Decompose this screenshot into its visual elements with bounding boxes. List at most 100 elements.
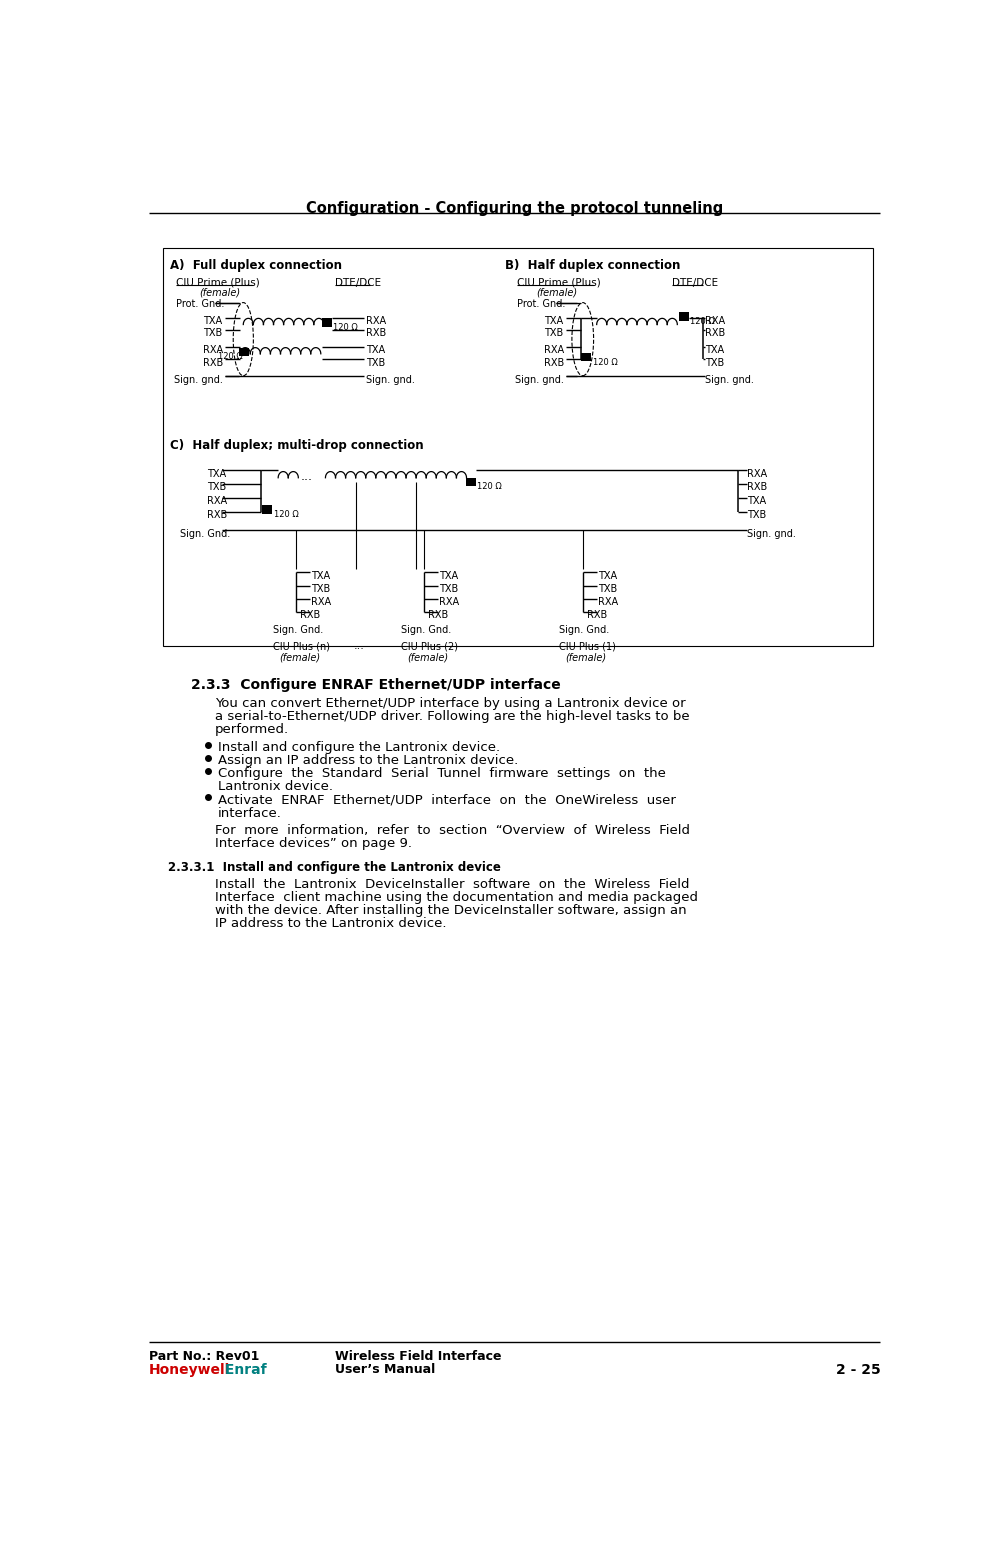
Bar <box>262 506 272 514</box>
Text: RXB: RXB <box>704 329 725 338</box>
Text: RXA: RXA <box>439 597 459 606</box>
Text: TXA: TXA <box>704 346 723 355</box>
Text: Prot. Gnd.: Prot. Gnd. <box>176 299 224 309</box>
Text: Part No.: Rev01: Part No.: Rev01 <box>148 1350 259 1362</box>
Text: RXA: RXA <box>746 469 766 478</box>
Text: Sign. Gnd.: Sign. Gnd. <box>180 529 230 539</box>
Text: Interface devices” on page 9.: Interface devices” on page 9. <box>215 838 411 850</box>
Text: TXA: TXA <box>311 571 330 580</box>
Text: Install and configure the Lantronix device.: Install and configure the Lantronix devi… <box>218 741 499 755</box>
Text: DTE/DCE: DTE/DCE <box>671 278 717 287</box>
Text: RXB: RXB <box>427 609 447 620</box>
Text: (female): (female) <box>536 287 577 298</box>
Text: (female): (female) <box>406 653 447 662</box>
Text: TXA: TXA <box>207 469 226 478</box>
Text: 120 Ω: 120 Ω <box>476 483 500 491</box>
Text: 120 Ω: 120 Ω <box>273 511 298 518</box>
Text: TXB: TXB <box>704 358 724 367</box>
Text: You can convert Ethernet/UDP interface by using a Lantronix device or: You can convert Ethernet/UDP interface b… <box>215 697 685 710</box>
Text: RXA: RXA <box>207 497 227 506</box>
Text: DTE/DCE: DTE/DCE <box>334 278 380 287</box>
Bar <box>322 318 332 327</box>
Text: Honeywell: Honeywell <box>148 1364 230 1378</box>
Text: RXB: RXB <box>365 329 385 338</box>
Bar <box>162 248 873 645</box>
Text: 2 - 25: 2 - 25 <box>834 1364 880 1378</box>
Text: Sign. Gnd.: Sign. Gnd. <box>559 625 609 634</box>
Text: 2.3.3.1  Install and configure the Lantronix device: 2.3.3.1 Install and configure the Lantro… <box>168 861 500 875</box>
Text: interface.: interface. <box>218 807 281 819</box>
Text: CIU Plus (n): CIU Plus (n) <box>273 642 329 651</box>
Text: TXA: TXA <box>203 316 222 326</box>
Text: Sign. gnd.: Sign. gnd. <box>365 375 414 384</box>
Text: RXB: RXB <box>586 609 606 620</box>
Text: 120 Ω: 120 Ω <box>689 316 714 326</box>
Text: RXA: RXA <box>598 597 618 606</box>
Text: Prot. Gnd.: Prot. Gnd. <box>517 299 565 309</box>
Text: TXB: TXB <box>203 329 222 338</box>
Text: Wireless Field Interface: Wireless Field Interface <box>334 1350 500 1362</box>
Text: Interface  client machine using the documentation and media packaged: Interface client machine using the docum… <box>215 892 697 904</box>
Text: Sign. Gnd.: Sign. Gnd. <box>400 625 450 634</box>
Text: RXA: RXA <box>544 346 564 355</box>
Text: Activate  ENRAF  Ethernet/UDP  interface  on  the  OneWireless  user: Activate ENRAF Ethernet/UDP interface on… <box>218 793 675 807</box>
Text: TXA: TXA <box>544 316 563 326</box>
Text: User’s Manual: User’s Manual <box>334 1364 434 1376</box>
Text: TXA: TXA <box>598 571 617 580</box>
Text: Configure  the  Standard  Serial  Tunnel  firmware  settings  on  the: Configure the Standard Serial Tunnel fir… <box>218 767 665 781</box>
Text: RXA: RXA <box>365 316 385 326</box>
Text: Assign an IP address to the Lantronix device.: Assign an IP address to the Lantronix de… <box>218 755 518 767</box>
Text: 120 Ω: 120 Ω <box>333 322 358 332</box>
Text: (female): (female) <box>565 653 606 662</box>
Text: CIU Plus (2): CIU Plus (2) <box>400 642 457 651</box>
Text: TXA: TXA <box>746 497 765 506</box>
Text: Sign. gnd.: Sign. gnd. <box>746 529 795 539</box>
Text: TXB: TXB <box>207 483 226 492</box>
Text: RXB: RXB <box>544 358 564 367</box>
Bar <box>581 353 591 361</box>
Text: TXB: TXB <box>365 358 384 367</box>
Text: TXB: TXB <box>746 511 765 520</box>
Text: ...: ... <box>300 471 312 483</box>
Text: CIU Prime (Plus): CIU Prime (Plus) <box>176 278 260 287</box>
Text: RXA: RXA <box>311 597 331 606</box>
Text: with the device. After installing the DeviceInstaller software, assign an: with the device. After installing the De… <box>215 904 686 918</box>
Text: For  more  information,  refer  to  section  “Overview  of  Wireless  Field: For more information, refer to section “… <box>215 824 689 838</box>
Text: B)  Half duplex connection: B) Half duplex connection <box>505 259 680 272</box>
Text: RXB: RXB <box>300 609 320 620</box>
Text: performed.: performed. <box>215 724 289 736</box>
Text: RXA: RXA <box>203 346 223 355</box>
Text: a serial-to-Ethernet/UDP driver. Following are the high-level tasks to be: a serial-to-Ethernet/UDP driver. Followi… <box>215 710 689 724</box>
Text: C)  Half duplex; multi-drop connection: C) Half duplex; multi-drop connection <box>171 440 423 452</box>
Text: TXB: TXB <box>598 583 617 594</box>
Text: 120 Ω: 120 Ω <box>219 352 243 361</box>
Text: ...: ... <box>354 640 365 651</box>
Text: RXB: RXB <box>746 483 766 492</box>
Bar <box>465 478 475 486</box>
Text: IP address to the Lantronix device.: IP address to the Lantronix device. <box>215 918 445 930</box>
Text: 2.3.3  Configure ENRAF Ethernet/UDP interface: 2.3.3 Configure ENRAF Ethernet/UDP inter… <box>192 677 561 691</box>
Bar <box>239 347 250 356</box>
Text: CIU Plus (1): CIU Plus (1) <box>559 642 616 651</box>
Text: RXB: RXB <box>203 358 223 367</box>
Text: TXA: TXA <box>365 346 384 355</box>
Text: TXB: TXB <box>544 329 563 338</box>
Text: Configuration - Configuring the protocol tunneling: Configuration - Configuring the protocol… <box>306 201 722 216</box>
Text: Enraf: Enraf <box>220 1364 267 1378</box>
Text: (female): (female) <box>279 653 320 662</box>
Text: RXB: RXB <box>207 511 227 520</box>
Text: TXA: TXA <box>439 571 458 580</box>
Text: Sign. gnd.: Sign. gnd. <box>174 375 223 384</box>
Bar <box>678 312 688 321</box>
Text: TXB: TXB <box>311 583 330 594</box>
Text: Sign. gnd.: Sign. gnd. <box>704 375 753 384</box>
Text: Sign. gnd.: Sign. gnd. <box>515 375 563 384</box>
Text: CIU Prime (Plus): CIU Prime (Plus) <box>517 278 600 287</box>
Text: 120 Ω: 120 Ω <box>592 358 617 367</box>
Text: TXB: TXB <box>439 583 458 594</box>
Text: Sign. Gnd.: Sign. Gnd. <box>273 625 323 634</box>
Text: A)  Full duplex connection: A) Full duplex connection <box>171 259 342 272</box>
Text: Install  the  Lantronix  DeviceInstaller  software  on  the  Wireless  Field: Install the Lantronix DeviceInstaller so… <box>215 878 688 892</box>
Text: RXA: RXA <box>704 316 724 326</box>
Text: (female): (female) <box>199 287 240 298</box>
